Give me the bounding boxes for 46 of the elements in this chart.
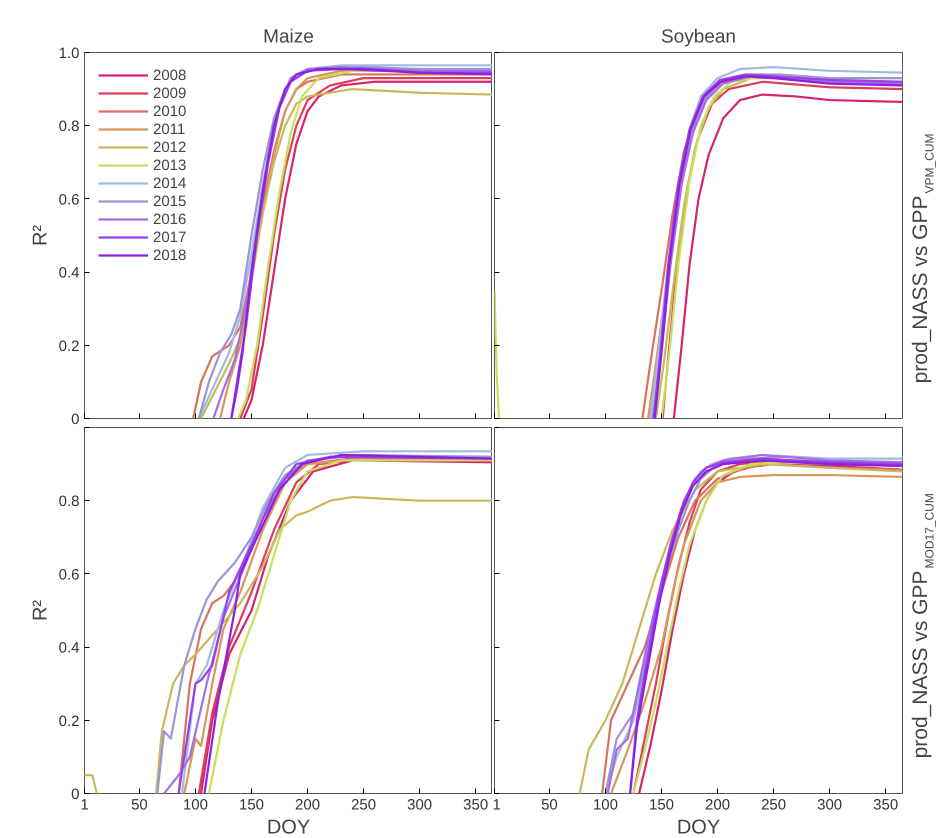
legend-label: 2015 (153, 192, 186, 210)
x-tick-label: 150 (239, 796, 264, 814)
legend-label: 2012 (153, 138, 186, 156)
y-axis-title: R² (30, 224, 52, 246)
legend-label: 2010 (153, 102, 186, 120)
x-axis-title: DOY (266, 816, 310, 838)
x-tick-label: 200 (705, 796, 730, 814)
y-tick-label: 0.2 (58, 712, 80, 730)
chart-title: Soybean (660, 26, 736, 48)
y-axis-title: R² (30, 600, 52, 622)
y-tick-label: 1.0 (58, 45, 80, 62)
x-tick-label: 50 (131, 796, 148, 814)
y-tick-label: 0.6 (58, 566, 80, 584)
x-tick-label: 100 (592, 796, 618, 814)
legend-label: 2014 (153, 174, 186, 192)
x-tick-label: 1 (80, 796, 89, 814)
x-tick-label: 250 (761, 796, 786, 814)
y2-axis-title: prod_NASS vs GPPVPM_CUM (909, 133, 937, 384)
legend-label: 2008 (153, 66, 186, 84)
y-tick-label: 0.4 (58, 264, 80, 282)
x-tick-label: 200 (295, 796, 320, 814)
legend-label: 2016 (153, 210, 186, 228)
x-tick-label: 300 (817, 796, 842, 814)
legend-label: 2009 (153, 84, 186, 102)
x-tick-label: 350 (873, 796, 898, 814)
x-axis-title: DOY (676, 816, 720, 838)
y-tick-label: 0 (71, 786, 80, 803)
x-tick-label: 50 (541, 796, 558, 814)
x-tick-label: 1 (492, 796, 501, 814)
y-tick-label: 0.4 (58, 640, 80, 657)
legend-label: 2018 (153, 246, 186, 264)
y-tick-label: 0.6 (58, 191, 80, 208)
y-tick-label: 0.8 (58, 493, 80, 510)
legend-label: 2017 (153, 228, 186, 246)
legend-label: 2011 (153, 120, 186, 138)
x-tick-label: 300 (407, 796, 432, 814)
chart-title: Maize (263, 26, 314, 48)
legend-label: 2013 (153, 156, 186, 174)
x-tick-label: 100 (182, 796, 208, 814)
y-tick-label: 0 (71, 411, 80, 428)
y-tick-label: 0.8 (58, 118, 80, 136)
x-tick-label: 150 (649, 796, 674, 814)
x-tick-label: 250 (351, 796, 376, 814)
y2-axis-title: prod_NASS vs GPPMOD17_CUM (909, 493, 937, 758)
y-tick-label: 0.2 (58, 338, 80, 355)
x-tick-label: 350 (463, 796, 488, 814)
